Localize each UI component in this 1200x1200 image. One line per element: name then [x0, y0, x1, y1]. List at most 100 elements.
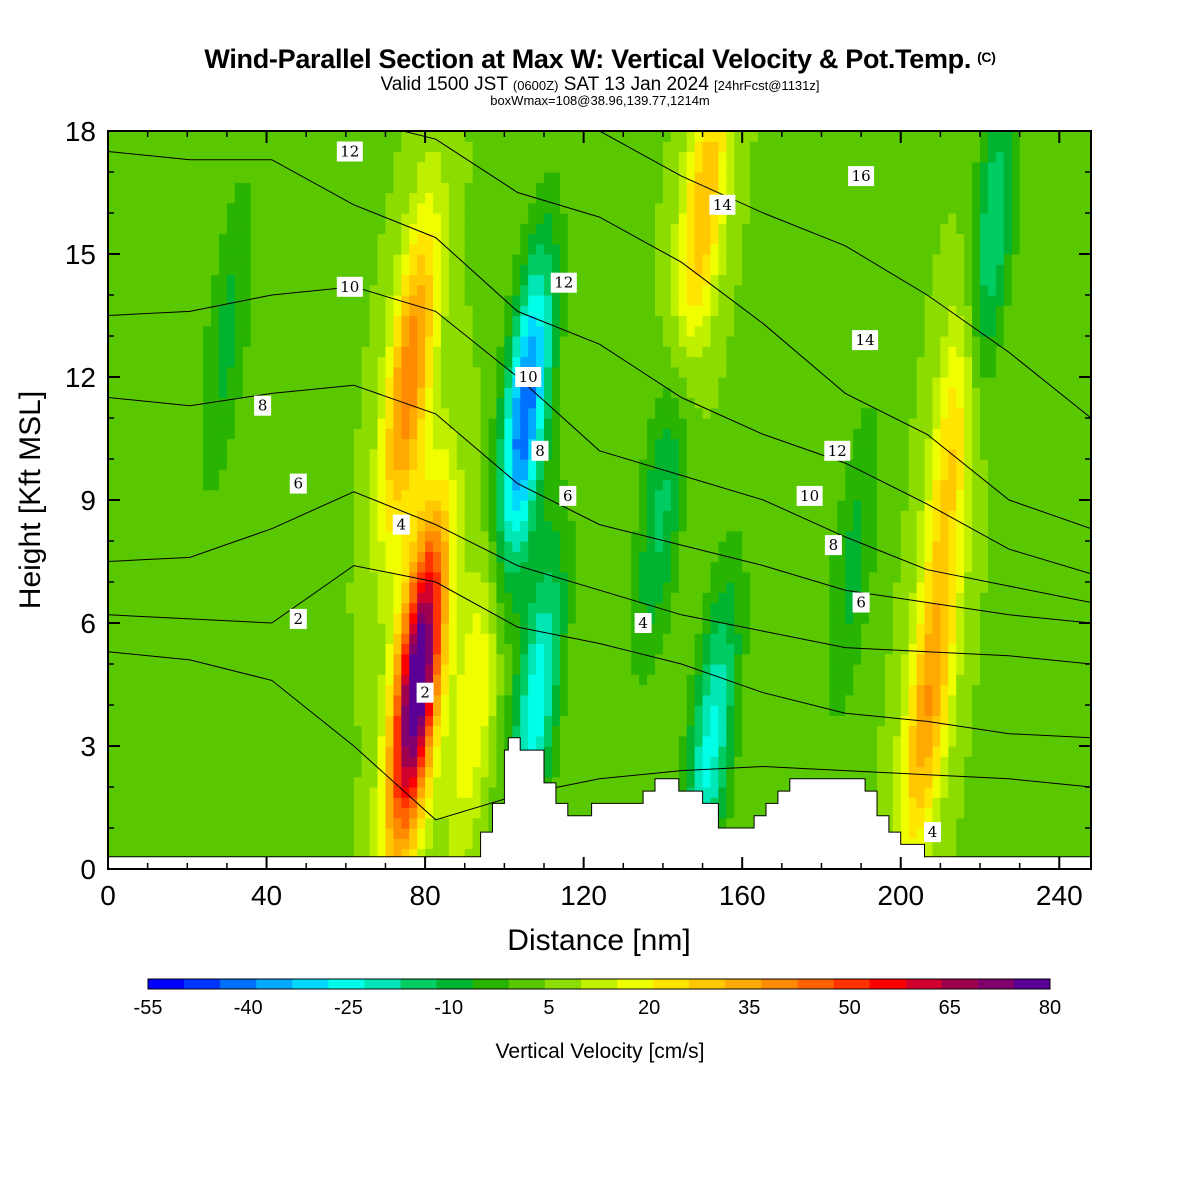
velocity-cell	[377, 694, 387, 706]
velocity-cell	[425, 746, 434, 757]
velocity-cell	[758, 674, 767, 686]
velocity-cell	[440, 776, 450, 788]
velocity-cell	[1067, 797, 1076, 809]
velocity-cell	[504, 541, 513, 552]
velocity-cell	[710, 592, 720, 604]
velocity-cell	[892, 746, 902, 757]
velocity-cell	[163, 828, 173, 839]
velocity-cell	[361, 746, 371, 757]
velocity-cell	[1051, 664, 1060, 675]
velocity-cell	[218, 551, 228, 563]
velocity-cell	[781, 643, 791, 655]
velocity-cell	[567, 623, 577, 634]
velocity-cell	[631, 459, 640, 470]
velocity-cell	[678, 756, 688, 768]
velocity-cell	[662, 489, 672, 501]
velocity-cell	[226, 500, 236, 511]
velocity-cell	[1003, 756, 1013, 768]
velocity-cell	[528, 582, 537, 593]
velocity-cell	[504, 500, 513, 511]
velocity-cell	[393, 479, 402, 491]
velocity-cell	[464, 705, 474, 716]
velocity-cell	[274, 582, 284, 593]
velocity-cell	[662, 602, 672, 614]
velocity-cell	[631, 735, 640, 747]
velocity-cell	[544, 582, 553, 593]
velocity-cell	[575, 489, 585, 501]
velocity-cell	[567, 766, 577, 778]
velocity-cell	[520, 735, 529, 747]
velocity-cell	[1043, 664, 1052, 675]
velocity-cell	[805, 633, 815, 645]
velocity-cell	[1051, 633, 1060, 645]
velocity-cell	[987, 807, 997, 819]
velocity-cell	[678, 633, 688, 645]
velocity-cell	[892, 653, 902, 665]
velocity-cell	[520, 541, 529, 552]
velocity-cell	[1011, 797, 1021, 809]
velocity-cell	[464, 561, 474, 573]
velocity-cell	[575, 694, 585, 706]
velocity-cell	[599, 500, 609, 511]
velocity-cell	[306, 694, 315, 706]
velocity-cell	[972, 817, 981, 829]
velocity-cell	[195, 653, 204, 665]
velocity-cell	[250, 797, 260, 809]
velocity-cell	[139, 623, 149, 634]
velocity-cell	[1051, 694, 1060, 706]
velocity-cell	[567, 602, 577, 614]
velocity-cell	[266, 787, 276, 798]
velocity-cell	[377, 756, 387, 768]
velocity-cell	[805, 592, 815, 604]
velocity-cell	[631, 479, 640, 491]
velocity-cell	[686, 530, 696, 542]
velocity-cell	[615, 694, 624, 706]
velocity-cell	[750, 643, 759, 655]
velocity-cell	[805, 561, 815, 573]
velocity-cell	[869, 715, 878, 727]
velocity-cell	[908, 633, 918, 645]
velocity-cell	[171, 807, 180, 819]
velocity-cell	[361, 459, 371, 470]
velocity-cell	[948, 848, 957, 860]
velocity-cell	[306, 479, 315, 491]
velocity-cell	[401, 582, 410, 593]
velocity-cell	[995, 459, 1005, 470]
velocity-cell	[599, 551, 609, 563]
velocity-cell	[821, 715, 830, 727]
velocity-cell	[773, 715, 783, 727]
velocity-cell	[504, 602, 513, 614]
velocity-cell	[726, 623, 735, 634]
velocity-cell	[797, 520, 807, 532]
velocity-cell	[987, 541, 997, 552]
velocity-cell	[369, 776, 379, 788]
velocity-cell	[686, 746, 696, 757]
velocity-cell	[686, 582, 696, 593]
velocity-cell	[163, 848, 173, 860]
velocity-cell	[1067, 489, 1076, 501]
velocity-cell	[1043, 571, 1052, 583]
velocity-cell	[1075, 746, 1084, 757]
velocity-cell	[1019, 787, 1029, 798]
velocity-cell	[250, 848, 260, 860]
velocity-cell	[924, 807, 934, 819]
velocity-cell	[298, 797, 307, 809]
velocity-cell	[639, 735, 648, 747]
velocity-cell	[773, 561, 783, 573]
velocity-cell	[987, 592, 997, 604]
velocity-cell	[702, 489, 712, 501]
velocity-cell	[662, 746, 672, 757]
velocity-cell	[876, 694, 886, 706]
velocity-cell	[956, 469, 965, 481]
velocity-cell	[464, 520, 474, 532]
velocity-cell	[829, 500, 838, 511]
velocity-cell	[417, 664, 426, 675]
velocity-cell	[829, 766, 838, 778]
velocity-cell	[242, 612, 252, 624]
velocity-cell	[1019, 653, 1029, 665]
velocity-cell	[972, 561, 981, 573]
velocity-cell	[567, 541, 577, 552]
velocity-cell	[1043, 725, 1052, 737]
velocity-cell	[1011, 643, 1021, 655]
velocity-cell	[290, 520, 299, 532]
